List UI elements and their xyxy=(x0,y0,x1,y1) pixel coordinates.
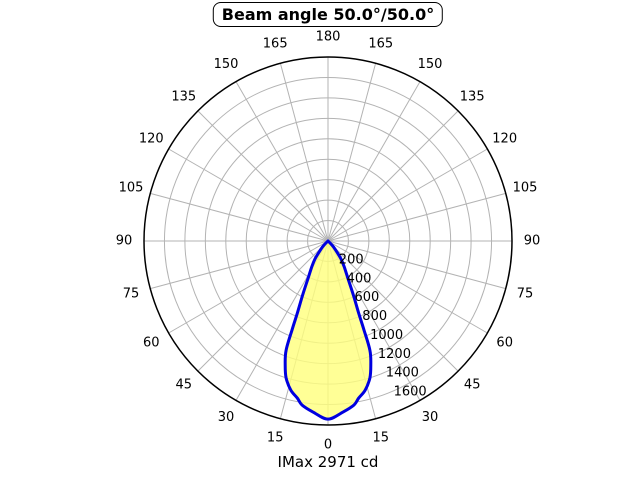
theta-gridline xyxy=(327,240,506,290)
theta-tick-label: 150 xyxy=(418,57,443,72)
theta-tick-label: 120 xyxy=(492,132,517,147)
theta-gridline xyxy=(168,240,329,334)
theta-tick-label: 30 xyxy=(218,410,235,425)
theta-gridline xyxy=(197,110,329,242)
theta-gridline xyxy=(197,240,329,372)
theta-gridline xyxy=(279,63,329,242)
theta-tick-label: 165 xyxy=(368,37,393,52)
polar-outline xyxy=(143,56,513,426)
theta-tick-label: 90 xyxy=(524,234,541,249)
r-tick-label: 200 xyxy=(339,252,364,267)
theta-tick-label: 15 xyxy=(267,431,284,446)
chart-title: Beam angle 50.0°/50.0° xyxy=(212,2,444,27)
theta-tick-label: 75 xyxy=(517,286,534,301)
r-tick-label: 400 xyxy=(347,271,372,286)
r-tick-label: 1200 xyxy=(378,347,411,362)
r-tick-label: 600 xyxy=(355,290,380,305)
imax-label: IMax 2971 cd xyxy=(277,453,379,471)
beam-curve xyxy=(283,239,373,421)
theta-tick-label: 15 xyxy=(373,431,390,446)
r-tick-label: 1000 xyxy=(370,328,403,343)
theta-tick-label: 120 xyxy=(139,132,164,147)
theta-gridline xyxy=(327,192,506,242)
theta-gridline xyxy=(150,192,329,242)
theta-tick-label: 135 xyxy=(171,89,196,104)
r-tick-label: 1400 xyxy=(386,366,419,381)
r-tick-label: 1600 xyxy=(394,385,427,400)
theta-gridline xyxy=(327,110,459,242)
theta-tick-label: 60 xyxy=(496,336,513,351)
theta-tick-label: 135 xyxy=(460,89,485,104)
theta-gridline xyxy=(327,240,459,372)
theta-tick-label: 165 xyxy=(263,37,288,52)
theta-tick-label: 30 xyxy=(422,410,439,425)
theta-gridline xyxy=(327,81,421,242)
theta-tick-label: 60 xyxy=(143,336,160,351)
theta-gridline xyxy=(327,240,488,334)
theta-tick-label: 90 xyxy=(116,234,133,249)
theta-gridline xyxy=(327,63,377,242)
theta-tick-label: 180 xyxy=(316,30,341,45)
theta-tick-label: 45 xyxy=(176,378,193,393)
theta-tick-label: 0 xyxy=(324,438,332,453)
theta-tick-label: 45 xyxy=(464,378,481,393)
theta-tick-label: 105 xyxy=(513,181,538,196)
r-tick-label: 800 xyxy=(362,309,387,324)
theta-tick-label: 105 xyxy=(119,181,144,196)
theta-gridline xyxy=(168,148,329,242)
theta-tick-label: 150 xyxy=(214,57,239,72)
theta-gridline xyxy=(327,148,488,242)
theta-gridline xyxy=(235,81,329,242)
theta-tick-label: 75 xyxy=(123,286,140,301)
theta-gridline xyxy=(150,240,329,290)
